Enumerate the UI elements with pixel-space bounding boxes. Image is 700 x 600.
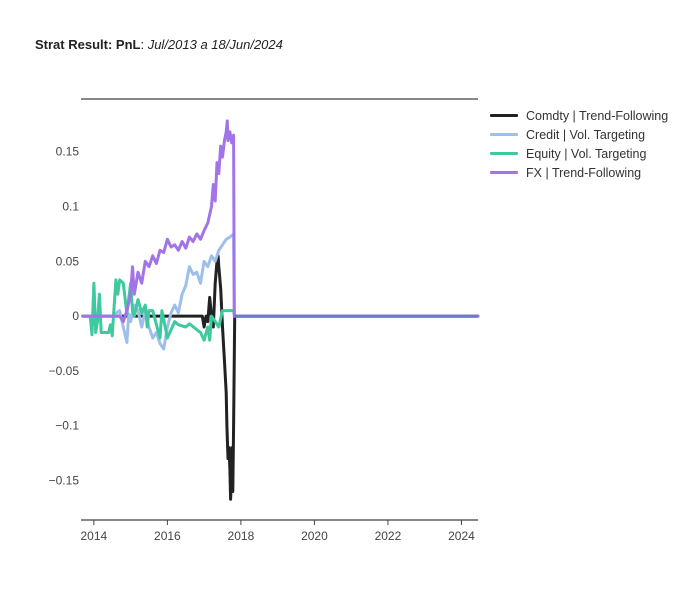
legend-item[interactable]: Comdty | Trend-Following <box>490 106 668 125</box>
legend-swatch <box>490 133 518 136</box>
x-tick-label: 2024 <box>448 529 475 543</box>
series-line-1 <box>81 232 480 351</box>
x-tick-label: 2018 <box>228 529 255 543</box>
legend-swatch <box>490 152 518 155</box>
legend-swatch <box>490 171 518 174</box>
legend-label: FX | Trend-Following <box>526 165 642 180</box>
chart-legend: Comdty | Trend-Following Credit | Vol. Ta… <box>490 106 668 182</box>
legend-item[interactable]: FX | Trend-Following <box>490 163 668 182</box>
legend-item[interactable]: Credit | Vol. Targeting <box>490 125 668 144</box>
plot-area: 2014 2016 2018 2020 2022 2024 −0.15 −0.1 −0.05 0 0… <box>49 98 480 543</box>
y-tick-label: 0.1 <box>62 199 79 213</box>
y-tick-label: 0.15 <box>56 145 80 159</box>
series-line-2 <box>81 278 480 342</box>
y-tick-label: −0.05 <box>49 364 80 378</box>
legend-label: Credit | Vol. Targeting <box>526 127 646 142</box>
legend-swatch <box>490 114 518 117</box>
chart-title-period: Jul/2013 a 18/Jun/2024 <box>147 37 283 52</box>
x-tick-label: 2014 <box>81 529 108 543</box>
x-tick-label: 2022 <box>375 529 402 543</box>
chart-title: Strat Result: PnL: Jul/2013 a 18/Jun/202… <box>35 37 283 52</box>
y-tick-label: −0.15 <box>49 474 80 488</box>
chart-title-separator: : <box>140 37 148 52</box>
y-tick-label: −0.1 <box>55 419 79 433</box>
y-tick-label: 0 <box>72 309 79 323</box>
series-line-3 <box>81 119 480 324</box>
x-tick-label: 2016 <box>154 529 181 543</box>
legend-label: Comdty | Trend-Following <box>526 108 669 123</box>
x-tick-label: 2020 <box>301 529 328 543</box>
series-line-0 <box>81 254 480 501</box>
legend-label: Equity | Vol. Targeting <box>526 146 647 161</box>
legend-item[interactable]: Equity | Vol. Targeting <box>490 144 668 163</box>
y-tick-label: 0.05 <box>56 254 80 268</box>
chart-title-bold: Strat Result: PnL <box>35 37 141 52</box>
